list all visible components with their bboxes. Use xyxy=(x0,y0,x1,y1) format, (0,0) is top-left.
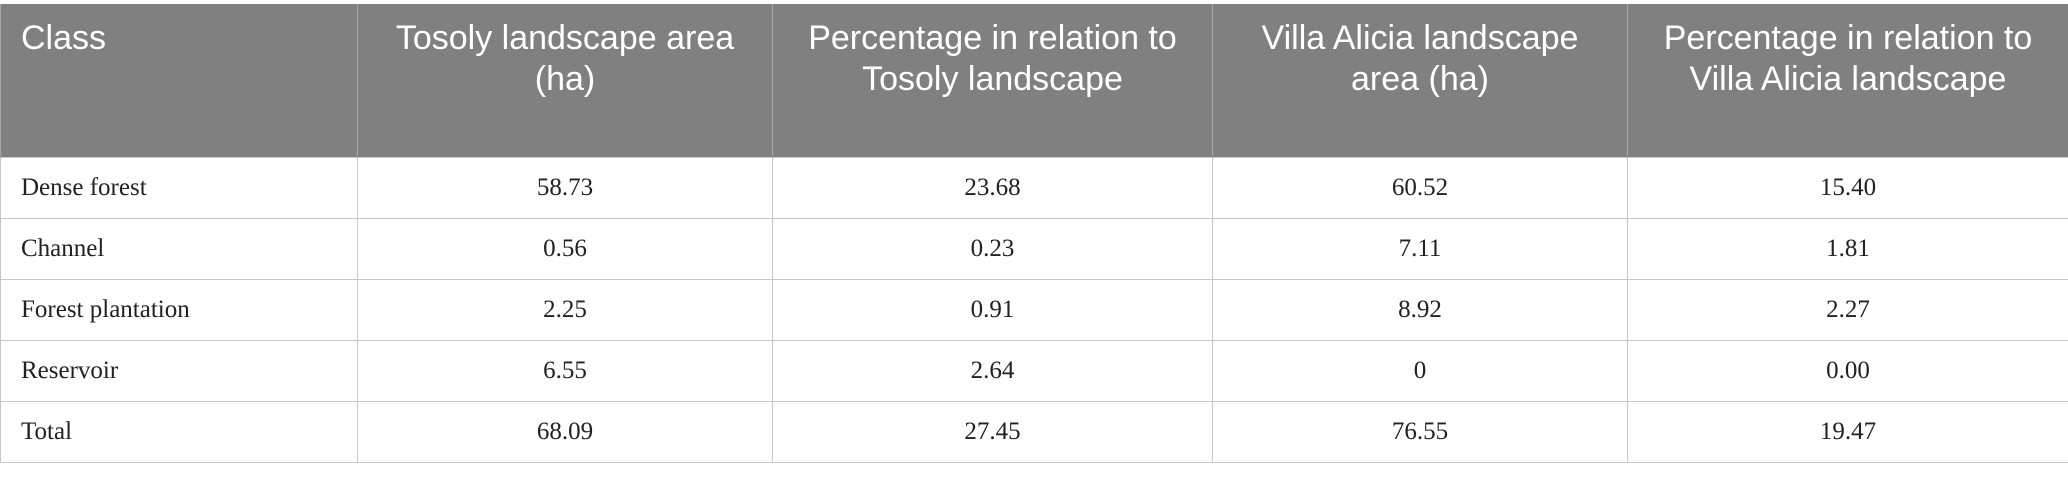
cell-class: Forest plantation xyxy=(0,278,358,341)
cell-villa-alicia-area: 60.52 xyxy=(1212,156,1628,219)
header-tosoly-percentage: Percentage in relation to Tosoly landsca… xyxy=(772,4,1213,157)
cell-tosoly-percentage: 27.45 xyxy=(772,400,1213,463)
cell-tosoly-percentage: 0.23 xyxy=(772,217,1213,280)
cell-villa-alicia-area: 8.92 xyxy=(1212,278,1628,341)
table-row: Forest plantation 2.25 0.91 8.92 2.27 xyxy=(0,278,2068,341)
table-row-total: Total 68.09 27.45 76.55 19.47 xyxy=(0,400,2068,463)
cell-class: Reservoir xyxy=(0,339,358,402)
cell-villa-alicia-area: 7.11 xyxy=(1212,217,1628,280)
cell-tosoly-percentage: 2.64 xyxy=(772,339,1213,402)
cell-villa-alicia-percentage: 15.40 xyxy=(1627,156,2068,219)
header-row: Class Tosoly landscape area (ha) Percent… xyxy=(0,4,2068,157)
cell-villa-alicia-area: 76.55 xyxy=(1212,400,1628,463)
cell-tosoly-percentage: 0.91 xyxy=(772,278,1213,341)
table-header: Class Tosoly landscape area (ha) Percent… xyxy=(0,4,2068,157)
table-row: Reservoir 6.55 2.64 0 0.00 xyxy=(0,339,2068,402)
cell-tosoly-area: 0.56 xyxy=(357,217,773,280)
header-villa-alicia-percentage: Percentage in relation to Villa Alicia l… xyxy=(1627,4,2068,157)
cell-tosoly-area: 2.25 xyxy=(357,278,773,341)
cell-tosoly-area: 68.09 xyxy=(357,400,773,463)
cell-villa-alicia-percentage: 1.81 xyxy=(1627,217,2068,280)
cell-class: Dense forest xyxy=(0,156,358,219)
header-villa-alicia-area: Villa Alicia landscape area (ha) xyxy=(1212,4,1628,157)
table-row: Dense forest 58.73 23.68 60.52 15.40 xyxy=(0,156,2068,219)
cell-class: Channel xyxy=(0,217,358,280)
header-tosoly-area: Tosoly landscape area (ha) xyxy=(357,4,773,157)
table-row: Channel 0.56 0.23 7.11 1.81 xyxy=(0,217,2068,280)
cell-tosoly-area: 58.73 xyxy=(357,156,773,219)
cell-villa-alicia-percentage: 2.27 xyxy=(1627,278,2068,341)
table-body: Dense forest 58.73 23.68 60.52 15.40 Cha… xyxy=(0,156,2068,463)
cell-class: Total xyxy=(0,400,358,463)
cell-villa-alicia-area: 0 xyxy=(1212,339,1628,402)
land-cover-table: Class Tosoly landscape area (ha) Percent… xyxy=(0,4,2068,463)
cell-villa-alicia-percentage: 0.00 xyxy=(1627,339,2068,402)
cell-tosoly-percentage: 23.68 xyxy=(772,156,1213,219)
header-class: Class xyxy=(0,4,358,157)
cell-tosoly-area: 6.55 xyxy=(357,339,773,402)
cell-villa-alicia-percentage: 19.47 xyxy=(1627,400,2068,463)
